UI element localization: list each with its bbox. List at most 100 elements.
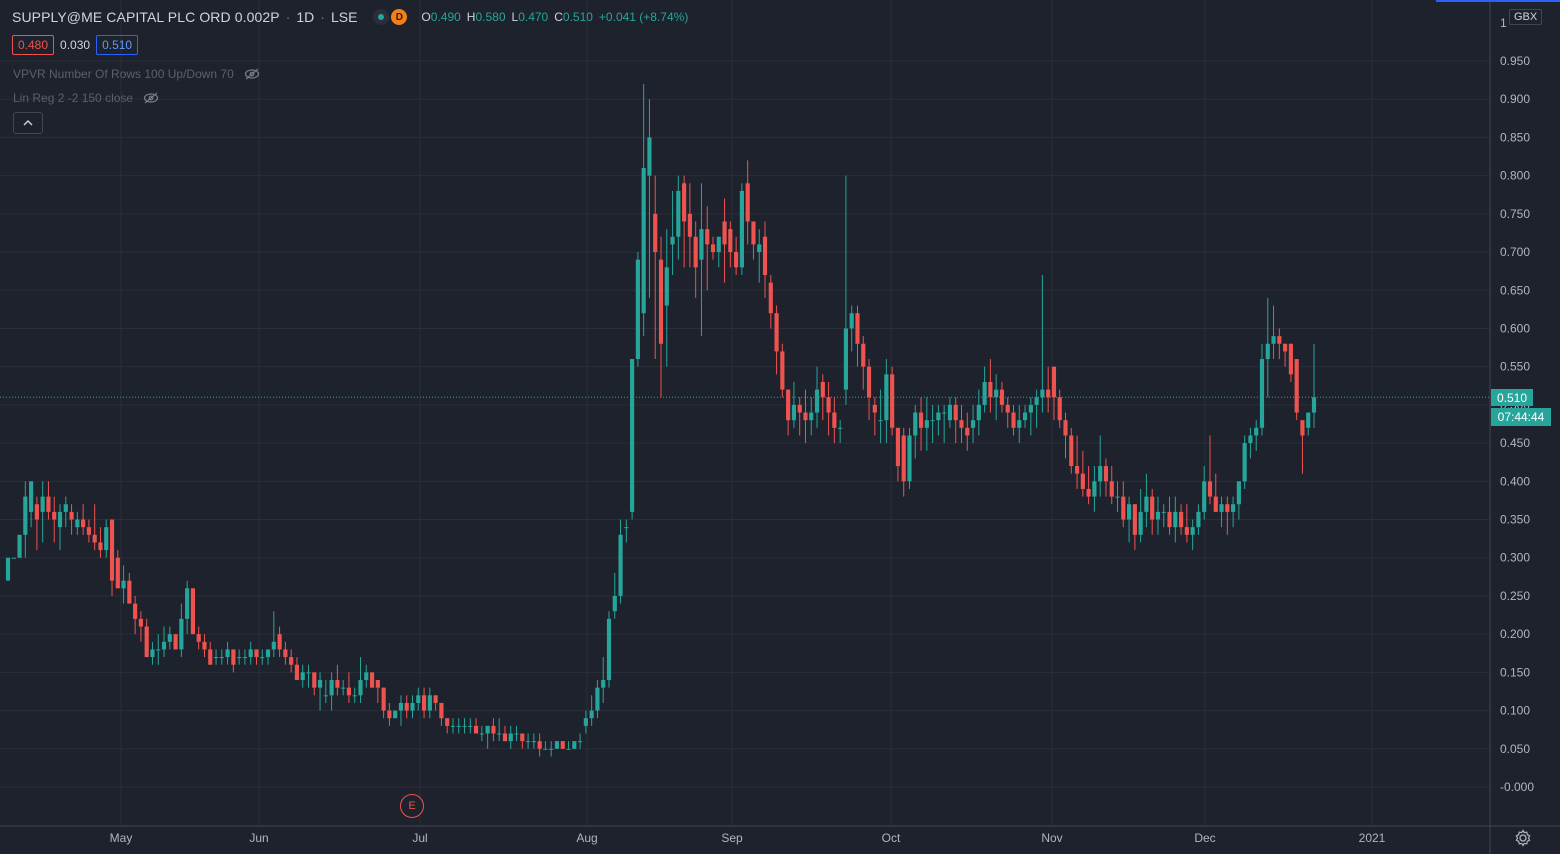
candle [29, 481, 34, 528]
candle-body [653, 213, 658, 253]
candle [866, 359, 872, 421]
market-status-icon[interactable] [373, 9, 390, 25]
candle-body [1022, 412, 1028, 421]
candle-body [1207, 481, 1213, 497]
candle [497, 718, 502, 742]
indicator-linreg[interactable]: Lin Reg 2 -2 150 close [13, 91, 159, 105]
price-tick-label: 0.350 [1500, 513, 1530, 527]
candle [265, 649, 271, 665]
candle [832, 397, 837, 444]
candle-body [635, 259, 640, 360]
candle-body [40, 496, 45, 512]
candle-body [271, 641, 276, 650]
candle-body [814, 389, 820, 413]
candle-body [739, 190, 744, 268]
candle-body [768, 282, 773, 314]
candle-body [970, 420, 976, 428]
candle [398, 695, 404, 726]
candle [410, 695, 415, 719]
candle [514, 725, 519, 742]
candle [23, 481, 28, 558]
candle [526, 733, 531, 749]
candle-body [127, 580, 132, 604]
price-tick-label: 0.800 [1500, 169, 1530, 183]
collapse-indicators-button[interactable] [13, 112, 43, 134]
candle-body [312, 672, 317, 688]
indicator-label: Lin Reg 2 -2 150 close [13, 91, 134, 105]
ask-price[interactable]: 0.510 [96, 35, 139, 55]
high-label: H [466, 10, 476, 24]
candle [46, 481, 51, 520]
candle-body [560, 741, 565, 749]
indicator-label: VPVR Number Of Rows 100 Up/Down 70 [13, 67, 234, 81]
candle-body [1167, 511, 1172, 528]
bid-price[interactable]: 0.480 [12, 35, 55, 55]
earnings-marker[interactable]: E [400, 794, 424, 818]
candle-body [473, 725, 479, 734]
candle [670, 190, 675, 275]
candle-body [17, 534, 22, 558]
candle [502, 725, 508, 742]
candle-body [410, 702, 415, 711]
symbol-title[interactable]: SUPPLY@ME CAPITAL PLC ORD 0.002P [12, 9, 280, 25]
candle [913, 404, 918, 459]
candle [1057, 389, 1062, 428]
candle-body [69, 511, 74, 520]
candle-body [526, 741, 531, 743]
candle-body [918, 412, 924, 428]
candle-body [1294, 359, 1299, 413]
eye-off-icon[interactable] [143, 92, 159, 104]
candle [289, 649, 294, 673]
time-axis[interactable]: May Jun Jul Aug Sep Oct Nov Dec 2021 [110, 831, 1386, 845]
candle-body [161, 641, 167, 650]
candle [907, 427, 912, 489]
candle-body [658, 259, 664, 344]
interval-label[interactable]: 1D [296, 9, 315, 25]
candle-body [104, 527, 109, 551]
candle [1069, 427, 1074, 474]
candle-body [797, 404, 802, 413]
delayed-data-badge[interactable]: D [391, 9, 408, 25]
candle-body [1011, 412, 1016, 428]
candle [970, 404, 976, 444]
candle [485, 725, 490, 749]
candle [109, 519, 115, 596]
candle-body [924, 420, 929, 428]
candle-body [508, 733, 513, 742]
candle [895, 427, 901, 482]
candle [156, 634, 161, 665]
candle [1109, 466, 1114, 505]
candle-body [994, 389, 999, 398]
currency-label[interactable]: GBX [1509, 9, 1543, 25]
indicator-vpvr[interactable]: VPVR Number Of Rows 100 Up/Down 70 [13, 67, 260, 81]
candle [341, 680, 346, 696]
candle [797, 397, 802, 436]
candle [618, 519, 623, 604]
candle [254, 649, 259, 665]
price-tick-label: 0.450 [1500, 436, 1530, 450]
candle [225, 641, 230, 665]
price-tick-label: 0.050 [1500, 742, 1530, 756]
candle [589, 695, 594, 726]
gear-icon[interactable] [1514, 829, 1532, 847]
candle-body [786, 389, 791, 421]
candle [826, 381, 831, 436]
candle [5, 557, 11, 581]
candle [641, 83, 646, 337]
candle-body [185, 588, 190, 619]
candle [52, 496, 57, 543]
candle-body [722, 221, 727, 245]
candle [86, 519, 91, 543]
candle-body [959, 420, 964, 428]
candle-body [1051, 366, 1057, 398]
candle-body [208, 649, 213, 665]
candle-body [341, 687, 346, 689]
candle [687, 183, 692, 268]
candle-body [439, 702, 444, 719]
price-tick-label: 0.100 [1500, 704, 1530, 718]
candle-body [832, 412, 837, 428]
candle [1005, 397, 1010, 428]
eye-off-icon[interactable] [244, 68, 260, 80]
candle-body [317, 680, 323, 688]
